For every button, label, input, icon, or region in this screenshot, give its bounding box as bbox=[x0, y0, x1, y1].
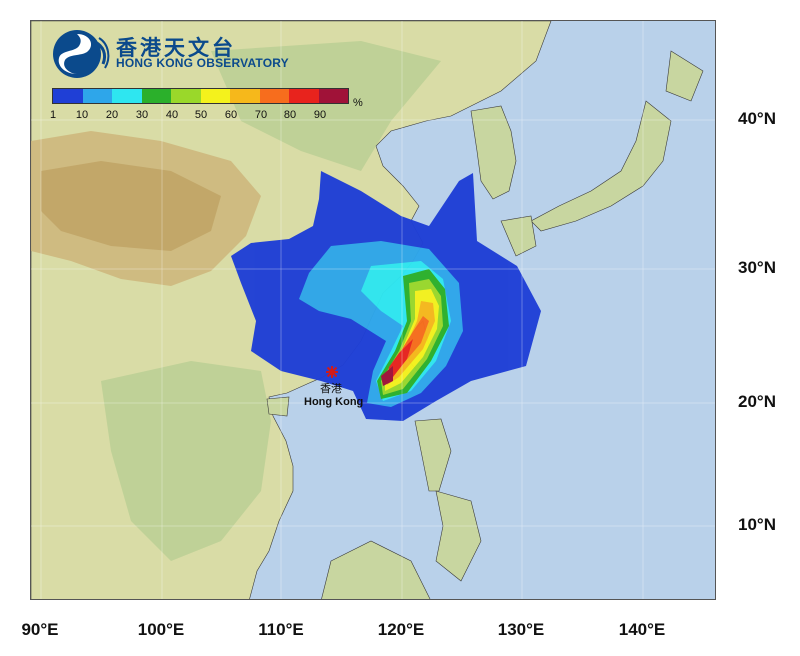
longitude-label: 140°E bbox=[618, 620, 666, 639]
probability-bands bbox=[231, 171, 541, 421]
legend-tick: 80 bbox=[283, 109, 297, 121]
hainan-island bbox=[266, 396, 290, 417]
legend-swatch bbox=[112, 89, 142, 103]
legend-tick: 90 bbox=[313, 109, 327, 121]
lowland-north bbox=[211, 41, 441, 171]
korea-peninsula bbox=[470, 105, 517, 200]
longitude-label: 90°E bbox=[21, 620, 59, 639]
japan-hokkaido bbox=[665, 50, 704, 102]
graticule bbox=[31, 21, 715, 599]
legend-swatch bbox=[230, 89, 260, 103]
japan-kyushu bbox=[500, 215, 537, 257]
legend-tick: 30 bbox=[135, 109, 149, 121]
legend-swatch bbox=[171, 89, 201, 103]
legend-swatch bbox=[200, 89, 230, 103]
band-90 bbox=[381, 366, 393, 386]
legend-swatch bbox=[289, 89, 319, 103]
philippines-luzon bbox=[414, 418, 452, 492]
longitude-label: 110°E bbox=[258, 620, 304, 639]
legend-tick: 1 bbox=[49, 109, 57, 121]
hong-kong-label-en: Hong Kong bbox=[304, 396, 364, 408]
latitude-label: 20°N bbox=[738, 392, 776, 411]
legend-swatch bbox=[82, 89, 112, 103]
band-80 bbox=[387, 339, 413, 379]
legend-swatch bbox=[259, 89, 289, 103]
legend-tick: 70 bbox=[254, 109, 268, 121]
probability-legend bbox=[52, 88, 349, 104]
longitude-label: 130°E bbox=[497, 620, 545, 639]
longitude-label: 100°E bbox=[137, 620, 185, 639]
probability-map bbox=[31, 21, 715, 599]
hong-kong-marker-icon bbox=[326, 366, 338, 378]
legend-swatch bbox=[141, 89, 171, 103]
legend-tick: 20 bbox=[105, 109, 119, 121]
latitude-label: 30°N bbox=[738, 258, 776, 277]
hong-kong-label-cn: 香港 bbox=[320, 382, 342, 395]
borneo-north bbox=[321, 540, 431, 599]
legend-swatch bbox=[318, 89, 348, 103]
hko-logo-icon bbox=[53, 30, 110, 78]
legend-swatch bbox=[53, 89, 83, 103]
organization-name-en: HONG KONG OBSERVATORY bbox=[116, 56, 289, 70]
legend-tick: 50 bbox=[194, 109, 208, 121]
organization-name-cn: 香港天文台 bbox=[116, 36, 236, 60]
legend-tick: 60 bbox=[224, 109, 238, 121]
latitude-label: 10°N bbox=[738, 515, 776, 534]
longitude-label: 120°E bbox=[377, 620, 425, 639]
legend-tick: 40 bbox=[165, 109, 179, 121]
map-frame bbox=[30, 20, 716, 600]
legend-tick: 10 bbox=[75, 109, 89, 121]
highland-region bbox=[41, 161, 221, 251]
lowland-south bbox=[101, 361, 271, 561]
latitude-label: 40°N bbox=[738, 109, 776, 128]
legend-unit: % bbox=[353, 97, 363, 109]
